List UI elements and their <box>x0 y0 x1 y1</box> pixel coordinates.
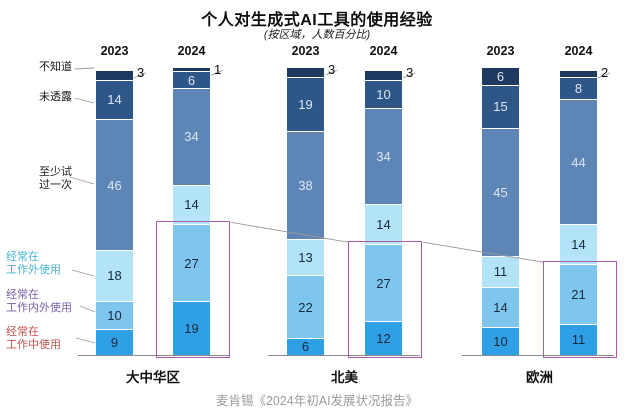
year-label: 2023 <box>486 44 515 58</box>
bar-segment <box>365 71 402 80</box>
category-label-line: 经常在 <box>6 289 39 301</box>
category-label: 至少试 过一次 <box>6 166 72 192</box>
bar-segment: 8 <box>560 76 597 100</box>
year-label: 2023 <box>100 44 129 58</box>
category-label: 不知道 <box>6 61 72 74</box>
bar-segment: 12 <box>365 320 402 355</box>
highlight-box <box>156 221 230 358</box>
bar-segment: 45 <box>482 127 519 256</box>
bar-segment: 14 <box>365 204 402 245</box>
bar-segment: 19 <box>173 301 210 355</box>
bar-segment: 44 <box>560 99 597 225</box>
region-label: 大中华区 <box>126 370 180 385</box>
bar-segment: 6 <box>287 337 324 355</box>
year-label: 2024 <box>564 44 593 58</box>
bar-segment: 38 <box>287 130 324 239</box>
category-label: 经常在 工作外使用 <box>6 251 72 277</box>
category-label-line: 经常在 <box>6 326 39 338</box>
category-label-line: 经常在 <box>6 251 39 263</box>
bar-segment: 46 <box>96 119 133 250</box>
highlight-box <box>543 261 617 358</box>
category-label: 经常在 工作中使用 <box>6 326 72 352</box>
outside-value: 3 <box>328 62 336 78</box>
category-label-line: 工作中使用 <box>6 339 61 351</box>
bar-segment: 19 <box>287 76 324 131</box>
bar-segment: 34 <box>365 107 402 205</box>
stacked-bar-大中华区-2024: 6 34 14 27 19 <box>173 68 210 355</box>
year-label: 2024 <box>177 44 206 58</box>
category-label-line: 工作内外使用 <box>6 302 72 314</box>
bar-segment: 9 <box>96 329 133 355</box>
bar-segment: 14 <box>560 224 597 265</box>
bar-segment: 27 <box>173 224 210 302</box>
bar-segment <box>560 71 597 77</box>
bar-segment: 11 <box>560 323 597 355</box>
category-label-line: 至少试 <box>39 166 72 178</box>
category-label: 未透露 <box>6 91 72 104</box>
stacked-bar-欧洲-2023: 6 15 45 11 14 10 <box>482 68 519 355</box>
bar-segment: 10 <box>96 301 133 330</box>
category-label-line: 过一次 <box>39 179 72 191</box>
category-label-line: 不知道 <box>39 61 72 73</box>
bar-segment: 6 <box>482 68 519 86</box>
bar-segment: 22 <box>287 275 324 338</box>
bar-segment <box>96 71 133 80</box>
category-label-line: 工作外使用 <box>6 264 61 276</box>
bar-segment: 15 <box>482 85 519 128</box>
stacked-bar-北美-2023: 19 38 13 22 6 <box>287 68 324 355</box>
source-note: 麦肯锡《2024年初AI发展状况报告》 <box>215 394 419 408</box>
region-label: 欧洲 <box>526 370 553 385</box>
chart-subtitle: (按区域，人数百分比) <box>263 29 371 41</box>
bar-segment: 18 <box>96 249 133 302</box>
stacked-bar-北美-2024: 10 34 14 27 12 <box>365 71 402 355</box>
bar-segment <box>173 68 210 71</box>
highlight-box <box>348 241 422 358</box>
bar-segment <box>287 68 324 77</box>
outside-value: 2 <box>601 65 609 80</box>
stacked-bar-欧洲-2024: 8 44 14 21 11 <box>560 71 597 355</box>
category-label: 经常在 工作内外使用 <box>6 289 72 315</box>
bar-segment: 34 <box>173 88 210 185</box>
category-label-line: 未透露 <box>39 91 72 103</box>
bar-segment: 14 <box>173 184 210 225</box>
bar-segment: 11 <box>482 255 519 287</box>
outside-value: 1 <box>214 62 222 78</box>
year-label: 2023 <box>291 44 320 58</box>
region-label: 北美 <box>331 370 358 385</box>
bar-segment: 14 <box>96 79 133 120</box>
stacked-bar-大中华区-2023: 14 46 18 10 9 <box>96 71 133 355</box>
bar-segment: 6 <box>173 70 210 89</box>
outside-value: 3 <box>137 65 145 80</box>
bar-segment: 27 <box>365 244 402 321</box>
bar-segment: 21 <box>560 264 597 324</box>
chart-title: 个人对生成式AI工具的使用经验 <box>201 12 433 29</box>
bar-segment: 10 <box>365 79 402 108</box>
bar-segment: 14 <box>482 286 519 327</box>
year-label: 2024 <box>369 44 398 58</box>
bar-segment: 13 <box>287 238 324 276</box>
outside-value: 3 <box>406 65 414 80</box>
bar-segment: 10 <box>482 326 519 355</box>
